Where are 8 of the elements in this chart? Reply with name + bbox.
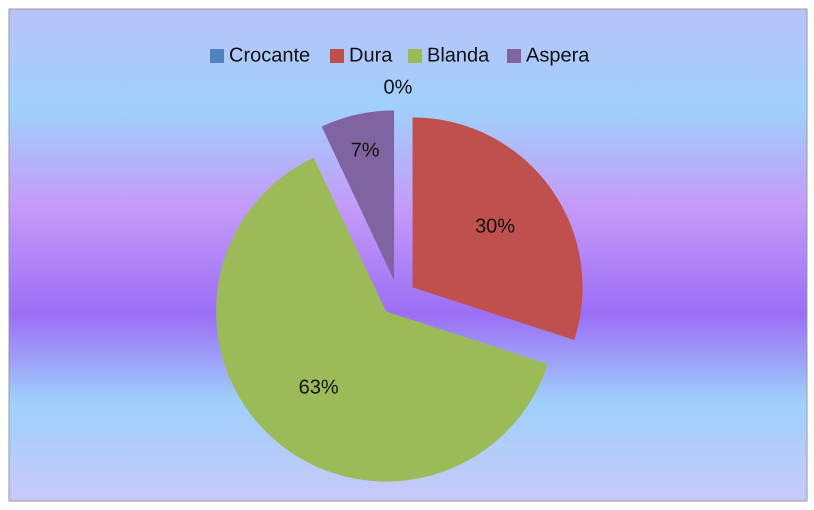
text: 0%: [384, 76, 412, 98]
legend-label: Aspera: [526, 44, 590, 66]
legend-label: Crocante: [229, 44, 310, 66]
data-label: 63%: [298, 376, 339, 398]
data-label: 30%: [475, 216, 516, 238]
data-label: 7%: [350, 139, 380, 162]
legend-label: Dura: [349, 44, 394, 66]
legend-label: Blanda: [427, 44, 490, 66]
